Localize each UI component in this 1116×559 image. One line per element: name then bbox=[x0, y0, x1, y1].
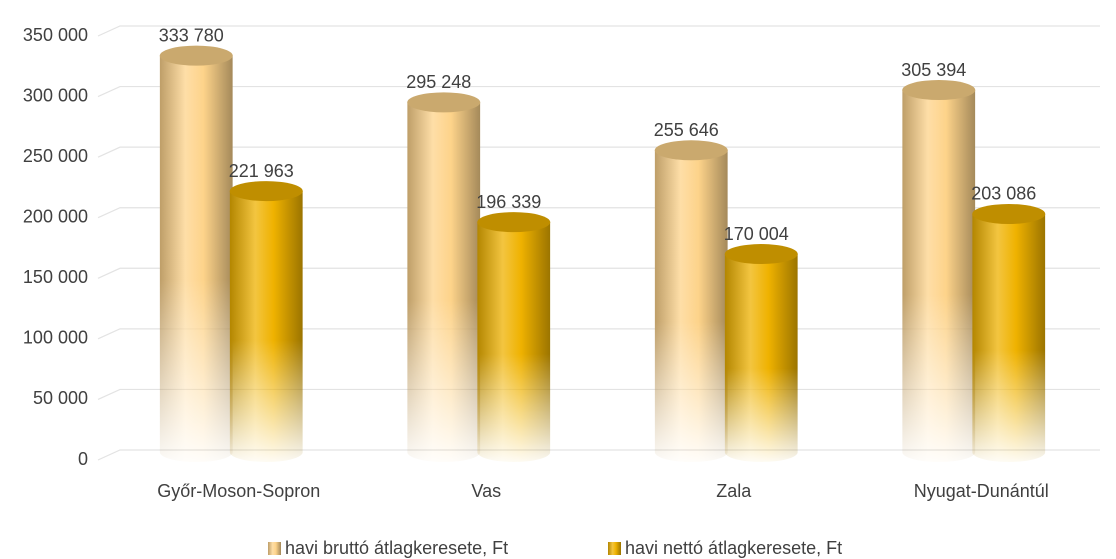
bar-top bbox=[407, 92, 481, 113]
bar-top bbox=[724, 244, 798, 265]
bar-top bbox=[902, 80, 976, 101]
x-tick-label: Győr-Moson-Sopron bbox=[157, 481, 320, 501]
grid-line bbox=[97, 25, 1100, 37]
bar bbox=[477, 222, 551, 462]
data-label: 221 963 bbox=[229, 161, 294, 181]
grid-line bbox=[97, 146, 1100, 158]
bar bbox=[902, 90, 976, 462]
bar-top bbox=[972, 203, 1046, 224]
grid-line bbox=[97, 85, 1100, 98]
y-tick-label: 0 bbox=[78, 449, 88, 469]
legend-label: havi nettó átlagkeresete, Ft bbox=[625, 538, 842, 558]
bar-top bbox=[159, 45, 233, 66]
data-label: 170 004 bbox=[724, 224, 789, 244]
bar bbox=[724, 254, 798, 462]
bar bbox=[229, 191, 303, 463]
data-label: 196 339 bbox=[476, 192, 541, 212]
bar bbox=[972, 213, 1046, 462]
data-label: 255 646 bbox=[654, 120, 719, 140]
data-label: 203 086 bbox=[971, 184, 1036, 204]
y-tick-label: 350 000 bbox=[23, 25, 88, 45]
bar-top bbox=[477, 212, 551, 233]
x-tick-label: Vas bbox=[471, 481, 501, 501]
grid-line bbox=[97, 207, 1100, 219]
y-tick-label: 150 000 bbox=[23, 267, 88, 287]
x-tick-label: Nyugat-Dunántúl bbox=[914, 481, 1049, 501]
bar bbox=[159, 55, 233, 462]
legend-label: havi bruttó átlagkeresete, Ft bbox=[285, 538, 508, 558]
bar bbox=[654, 150, 728, 462]
bar-top bbox=[229, 181, 303, 202]
legend-swatch bbox=[268, 542, 281, 555]
y-tick-label: 250 000 bbox=[23, 146, 88, 166]
y-tick-label: 300 000 bbox=[23, 85, 88, 105]
y-tick-label: 200 000 bbox=[23, 206, 88, 226]
y-tick-label: 50 000 bbox=[33, 388, 88, 408]
bar bbox=[407, 102, 481, 463]
data-label: 333 780 bbox=[159, 25, 224, 45]
x-tick-label: Zala bbox=[716, 481, 752, 501]
data-label: 305 394 bbox=[901, 60, 966, 80]
y-tick-label: 100 000 bbox=[23, 328, 88, 348]
data-label: 295 248 bbox=[406, 72, 471, 92]
legend-swatch bbox=[608, 542, 621, 555]
bar-top bbox=[654, 140, 728, 161]
